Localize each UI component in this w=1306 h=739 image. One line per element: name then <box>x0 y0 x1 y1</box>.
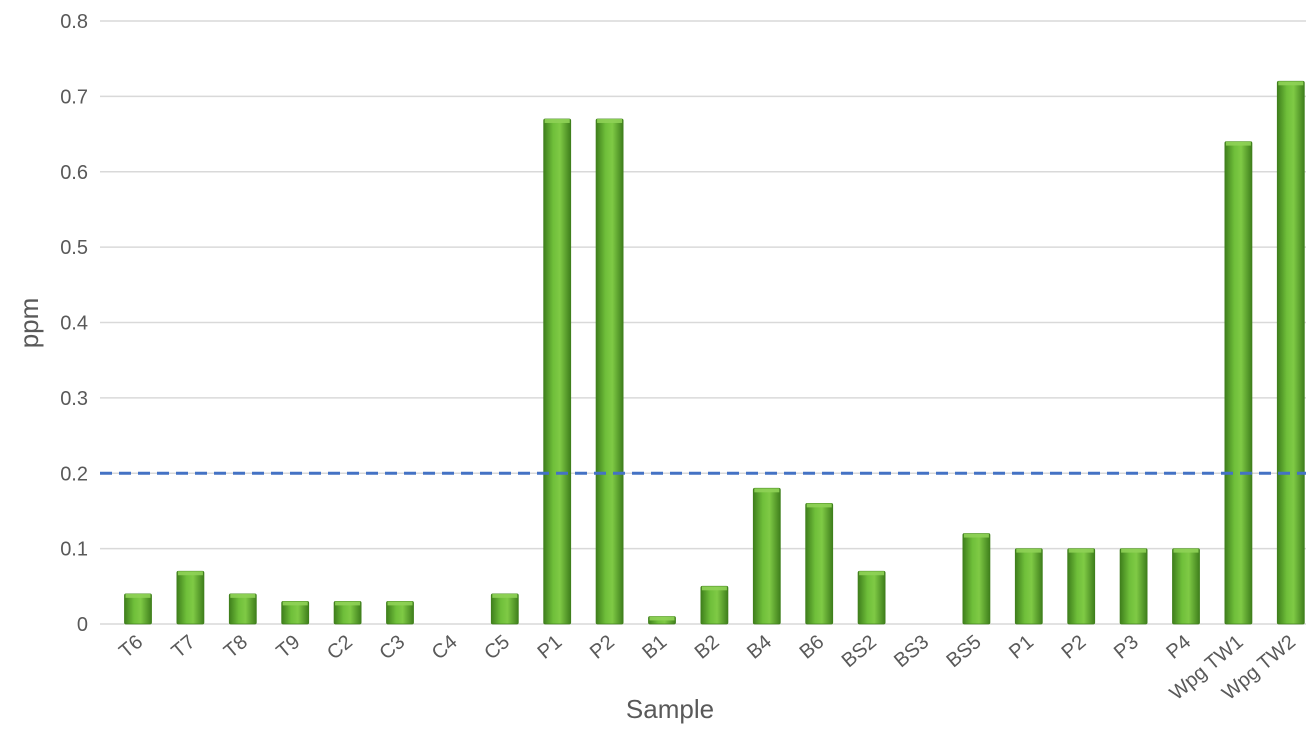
bar <box>700 585 729 625</box>
bar <box>176 570 205 625</box>
y-tick-label: 0 <box>77 614 88 636</box>
bar-highlight <box>387 601 413 606</box>
bar-highlight <box>1278 81 1304 86</box>
bar <box>1276 80 1305 625</box>
bar-highlight <box>177 571 203 576</box>
x-tick-label: BS2 <box>838 631 881 672</box>
bar-highlight <box>335 601 361 606</box>
bar <box>1119 548 1148 625</box>
y-tick-label: 0.5 <box>60 237 88 259</box>
bar-highlight <box>1068 548 1094 553</box>
bar-highlight <box>492 593 518 598</box>
bar-highlight <box>1016 548 1042 553</box>
y-tick-label: 0.2 <box>60 463 88 485</box>
x-tick-label: C3 <box>375 631 409 664</box>
bar-highlight <box>1173 548 1199 553</box>
bar <box>752 487 781 625</box>
x-tick-label: T6 <box>115 631 147 663</box>
bar <box>1224 141 1253 625</box>
bar-highlight <box>1225 141 1251 146</box>
bar <box>124 593 152 625</box>
bar <box>228 593 257 625</box>
y-tick-label: 0.4 <box>60 313 88 335</box>
bars <box>124 80 1305 625</box>
x-axis-title: Sample <box>626 694 714 724</box>
x-tick-label: P2 <box>586 631 619 664</box>
x-tick-label: BS3 <box>890 631 933 672</box>
y-tick-label: 0.1 <box>60 539 88 561</box>
bar-highlight <box>649 616 675 621</box>
y-tick-label: 0.8 <box>60 11 88 33</box>
x-tick-label: C4 <box>428 631 462 664</box>
x-tick-label: BS5 <box>943 631 986 672</box>
bar <box>595 118 624 625</box>
bar-highlight <box>701 586 727 591</box>
x-tick-label: B4 <box>743 631 776 664</box>
bar <box>543 118 572 625</box>
bar-highlight <box>544 118 570 123</box>
bar-highlight <box>1121 548 1147 553</box>
x-tick-label: T9 <box>272 631 304 663</box>
bar <box>962 533 991 625</box>
x-tick-label: C5 <box>480 631 514 664</box>
x-tick-label: P2 <box>1058 631 1091 664</box>
bar-highlight <box>859 571 885 576</box>
bar-highlight <box>754 488 780 493</box>
bar <box>1014 548 1043 625</box>
y-axis-title: ppm <box>14 298 44 349</box>
bar-highlight <box>806 503 832 508</box>
bar <box>857 570 886 625</box>
x-tick-label: P1 <box>1005 631 1038 664</box>
bar-highlight <box>125 593 151 598</box>
y-tick-label: 0.6 <box>60 162 88 184</box>
x-tick-label: B6 <box>796 631 829 664</box>
x-tick-label: B1 <box>638 631 671 664</box>
x-tick-label: P4 <box>1162 631 1195 664</box>
bar <box>490 593 519 625</box>
x-tick-label: P3 <box>1110 631 1143 664</box>
bar-highlight <box>963 533 989 538</box>
gridlines <box>100 20 1306 625</box>
bar-highlight <box>597 118 623 123</box>
y-axis-ticks: 0 0.1 0.2 0.3 0.4 0.5 0.6 0.7 0.8 <box>60 11 88 636</box>
x-tick-label: C2 <box>323 631 357 664</box>
x-tick-label: T7 <box>168 631 200 663</box>
y-tick-label: 0.7 <box>60 86 88 108</box>
bar <box>805 502 834 625</box>
bar <box>1067 548 1096 625</box>
bar <box>1172 548 1200 625</box>
bar-highlight <box>282 601 308 606</box>
x-tick-label: T8 <box>220 631 252 663</box>
x-tick-label: B2 <box>691 631 724 664</box>
x-tick-label: P1 <box>534 631 567 664</box>
bar-highlight <box>230 593 256 598</box>
y-tick-label: 0.3 <box>60 388 88 410</box>
